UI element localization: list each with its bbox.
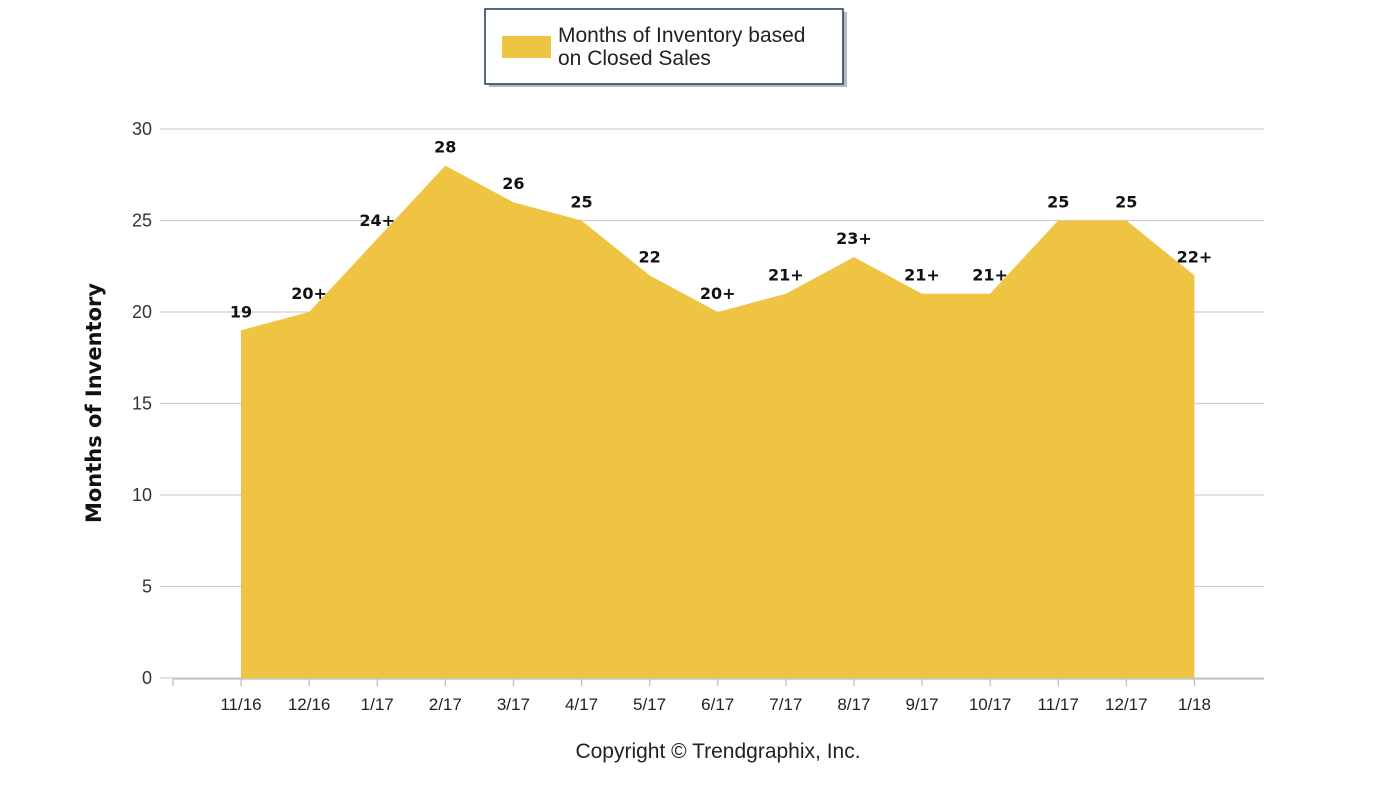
data-label: 21+ bbox=[904, 266, 940, 285]
x-tick-label: 9/17 bbox=[905, 695, 938, 714]
y-tick-label: 5 bbox=[142, 577, 152, 597]
data-label: 25 bbox=[1047, 193, 1069, 212]
x-tick-label: 12/17 bbox=[1105, 695, 1148, 714]
data-label: 25 bbox=[1115, 193, 1137, 212]
x-tick-label: 7/17 bbox=[769, 695, 802, 714]
legend-line-2: on Closed Sales bbox=[558, 47, 711, 70]
x-tick-label: 10/17 bbox=[969, 695, 1012, 714]
data-label: 19 bbox=[230, 302, 252, 321]
x-tick-label: 11/17 bbox=[1038, 695, 1079, 714]
y-tick-label: 10 bbox=[132, 485, 152, 505]
data-label: 22 bbox=[638, 247, 660, 266]
data-label: 20+ bbox=[700, 284, 736, 303]
data-label: 25 bbox=[570, 193, 592, 212]
y-axis-ticks: 0 5 10 15 20 25 30 bbox=[132, 119, 152, 688]
y-axis-title: Months of Inventory bbox=[82, 283, 106, 523]
data-label: 24+ bbox=[359, 211, 395, 230]
data-label: 23+ bbox=[836, 229, 872, 248]
y-tick-label: 30 bbox=[132, 119, 152, 139]
data-label: 22+ bbox=[1177, 247, 1213, 266]
data-labels: 19 20+ 24+ 28 26 25 22 20+ 21+ 23+ 21+ 21+ 25 25 22+ bbox=[230, 138, 1212, 322]
data-label: 26 bbox=[502, 174, 524, 193]
x-tick-label: 5/17 bbox=[633, 695, 666, 714]
x-tick-label: 2/17 bbox=[429, 695, 462, 714]
y-tick-label: 0 bbox=[142, 668, 152, 688]
x-tick-label: 6/17 bbox=[701, 695, 734, 714]
copyright-footer: Copyright © Trendgraphix, Inc. bbox=[575, 740, 860, 763]
data-label: 21+ bbox=[972, 266, 1008, 285]
x-tick-label: 12/16 bbox=[288, 695, 331, 714]
x-tick-label: 3/17 bbox=[497, 695, 530, 714]
y-tick-label: 25 bbox=[132, 211, 152, 231]
legend: Months of Inventory based on Closed Sale… bbox=[484, 8, 847, 87]
y-tick-label: 20 bbox=[132, 302, 152, 322]
x-tick-label: 1/18 bbox=[1178, 695, 1211, 714]
data-label: 28 bbox=[434, 138, 456, 157]
y-tick-label: 15 bbox=[132, 394, 152, 414]
area-series bbox=[241, 165, 1195, 679]
legend-line-1: Months of Inventory based bbox=[558, 24, 805, 47]
x-tick-label: 4/17 bbox=[565, 695, 598, 714]
data-label: 20+ bbox=[291, 284, 327, 303]
x-tick-label: 11/16 bbox=[220, 695, 261, 714]
x-tick-label: 8/17 bbox=[837, 695, 870, 714]
legend-swatch bbox=[502, 36, 551, 58]
x-axis: 11/16 12/16 1/17 2/17 3/17 4/17 5/17 6/17 7/17 8/… bbox=[172, 678, 1264, 714]
data-label: 21+ bbox=[768, 266, 804, 285]
x-tick-label: 1/17 bbox=[361, 695, 394, 714]
